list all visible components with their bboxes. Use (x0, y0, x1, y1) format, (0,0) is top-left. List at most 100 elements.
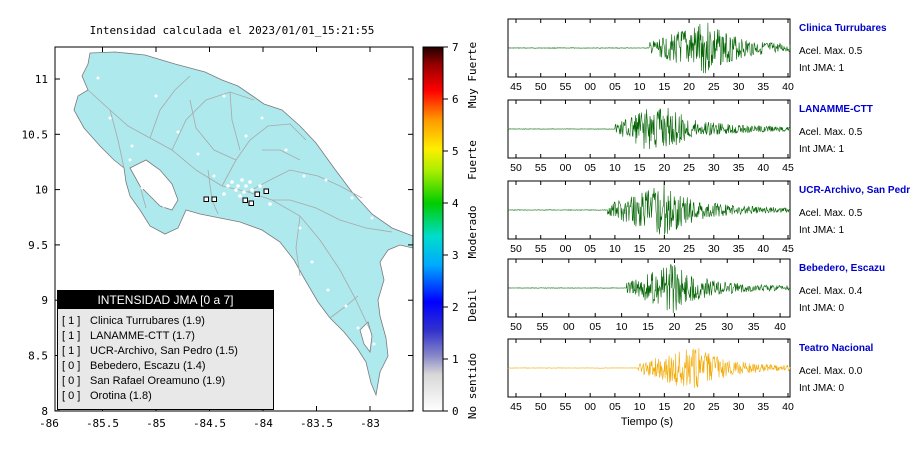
legend-item: [ 0 ] San Rafael Oreamuno (1.9) (62, 374, 273, 389)
waveform-tick-label: 25 (708, 81, 720, 93)
waveform-tick-label: 30 (708, 243, 720, 255)
waveform-tick-label: 10 (616, 321, 628, 333)
waveform-panel[interactable]: 45 50 55 00 05 10 15 20 25 30 35 40 (507, 18, 794, 93)
waveform-tick-label: 20 (659, 243, 671, 255)
waveform-tick-label: 20 (683, 401, 695, 413)
waveform-tick-label: 35 (757, 401, 769, 413)
colorbar-tick-label: 6 (452, 93, 459, 106)
waveform-panel[interactable]: 50 55 00 05 10 15 20 25 30 35 40 (507, 258, 791, 333)
map-y-tick-label: 9 (41, 294, 48, 307)
legend-station: Clinica Turrubares (1.9) (90, 315, 205, 327)
waveform-panel[interactable]: 50 55 00 05 10 15 20 25 30 35 40 45 (507, 99, 794, 174)
colorbar-gradient (422, 46, 444, 412)
legend-item: [ 1 ] LANAMME-CTT (1.7) (62, 329, 273, 344)
map-x-tick-label: -84 (253, 417, 273, 430)
waveform-tick-label: 05 (609, 401, 621, 413)
waveform-tick-label: 20 (683, 81, 695, 93)
waveform-tick-label: 15 (634, 243, 646, 255)
seismic-stations (96, 76, 380, 406)
waveform-jma-intensity: Int JMA: 0 (799, 303, 845, 314)
waveform-tick-label: 20 (659, 162, 671, 174)
waveform-tick-label: 10 (609, 162, 621, 174)
waveform-tick-label: 25 (683, 243, 695, 255)
waveform-tick-label: 35 (757, 81, 769, 93)
costa-rica-land (73, 51, 413, 397)
map-x-tick-label: -85.5 (86, 417, 119, 430)
waveform-station-name: Bebedero, Escazu (799, 263, 886, 274)
map-x-tick-label: -83.5 (300, 417, 333, 430)
colorbar-ticks: 0 1 2 3 4 5 6 7 (443, 41, 459, 418)
waveform-tick-label: 05 (589, 321, 601, 333)
colorbar-tick-label: 7 (452, 41, 459, 54)
waveform-trace (507, 181, 791, 235)
waveform-tick-label: 10 (634, 81, 646, 93)
legend-station: UCR-Archivo, San Pedro (1.5) (90, 345, 238, 357)
intensity-legend: INTENSIDAD JMA [0 a 7] [ 1 ] Clinica Turr… (57, 290, 274, 410)
colorbar-category: Debil (466, 288, 479, 321)
waveform-tick-label: 35 (733, 162, 745, 174)
waveform-tick-label: 05 (609, 81, 621, 93)
colorbar-categories: No sentido Debil Moderado Fuerte Muy Fuerte (466, 42, 479, 419)
waveform-tick-label: 50 (510, 162, 522, 174)
waveform-panel[interactable]: 45 50 55 00 05 10 15 20 25 30 35 40 (507, 338, 794, 413)
waveform-accel-max: Acel. Max. 0.5 (799, 46, 863, 57)
colorbar-tick-label: 3 (452, 249, 459, 262)
waveform-tick-label: 55 (535, 243, 547, 255)
legend-level: [ 0 ] (62, 360, 81, 372)
waveform-jma-intensity: Int JMA: 0 (799, 383, 845, 394)
legend-title: INTENSIDAD JMA [0 a 7] (58, 291, 273, 309)
waveform-station-name: LANAMME-CTT (799, 104, 873, 115)
waveform-tick-label: 25 (695, 321, 707, 333)
waveform-tick-label: 00 (584, 401, 596, 413)
legend-level: [ 1 ] (62, 345, 81, 357)
map-y-tick-label: 8 (41, 405, 48, 418)
colorbar-category: Muy Fuerte (466, 42, 479, 108)
waveform-trace (507, 348, 791, 389)
waveform-tick-label: 55 (560, 401, 572, 413)
gulf-of-nicoya (129, 159, 179, 211)
waveform-tick-label: 35 (733, 243, 745, 255)
legend-station: LANAMME-CTT (1.7) (90, 330, 195, 342)
legend-item: [ 1 ] UCR-Archivo, San Pedro (1.5) (62, 344, 273, 359)
legend-level: [ 0 ] (62, 390, 81, 402)
legend-station: Bebedero, Escazu (1.4) (90, 360, 206, 372)
waveform-panel[interactable]: 50 55 00 05 10 15 20 25 30 35 40 45 (507, 180, 794, 255)
waveform-tick-label: 00 (560, 162, 572, 174)
legend-list: [ 1 ] Clinica Turrubares (1.9) [ 1 ] LANAMM… (58, 309, 273, 404)
waveform-jma-intensity: Int JMA: 1 (799, 144, 845, 155)
colorbar-tick-label: 0 (452, 405, 459, 418)
legend-level: [ 1 ] (62, 330, 81, 342)
waveform-tick-label: 15 (634, 162, 646, 174)
legend-station: Orotina (1.8) (90, 390, 152, 402)
waveform-tick-label: 25 (708, 401, 720, 413)
waveform-tick-label: 00 (563, 321, 575, 333)
legend-level: [ 1 ] (62, 315, 81, 327)
waveform-tick-label: 10 (609, 243, 621, 255)
waveform-tick-label: 30 (708, 162, 720, 174)
legend-item: [ 1 ] Clinica Turrubares (1.9) (62, 314, 273, 329)
waveform-tick-label: 10 (634, 401, 646, 413)
waveform-tick-label: 40 (774, 321, 786, 333)
waveform-tick-label: 40 (757, 162, 769, 174)
waveform-tick-label: 50 (510, 243, 522, 255)
intensity-colorbar: 0 1 2 3 4 5 6 7 No sentido Debil Moderado Fuerte Mu… (422, 41, 479, 419)
map-y-tick-label: 8.5 (28, 350, 48, 363)
waveform-tick-label: 30 (721, 321, 733, 333)
colorbar-tick-label: 4 (452, 197, 459, 210)
waveform-station-name: UCR-Archivo, San Pedro (799, 185, 910, 196)
map-y-tick-label: 10.5 (22, 128, 49, 141)
waveform-tick-label: 45 (782, 243, 794, 255)
map-x-tick-label: -83 (360, 417, 380, 430)
waveform-tick-label: 35 (748, 321, 760, 333)
colorbar-tick-label: 2 (452, 301, 459, 314)
waveform-tick-label: 30 (733, 81, 745, 93)
waveform-station-name: Clinica Turrubares (799, 23, 887, 34)
map-y-tick-label: 11 (35, 73, 48, 86)
map-y-tick-label: 9.5 (28, 239, 48, 252)
waveform-tick-label: 40 (757, 243, 769, 255)
waveform-tick-label: 05 (584, 162, 596, 174)
map-frame (54, 46, 414, 412)
waveform-trace (507, 264, 791, 314)
waveform-tick-label: 45 (510, 81, 522, 93)
